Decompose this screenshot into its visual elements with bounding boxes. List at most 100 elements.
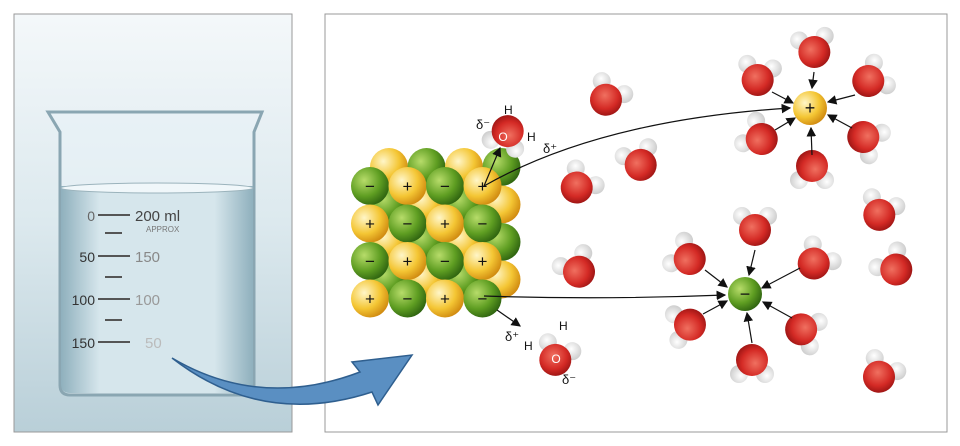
oxygen-atom: [741, 63, 774, 96]
lattice-cation: +: [351, 204, 389, 243]
water-molecule: [790, 26, 834, 68]
bottom-h2: H: [559, 319, 568, 333]
lattice-cation: +: [463, 242, 502, 280]
water-molecule: [785, 312, 828, 356]
lattice-anion: −: [388, 279, 427, 318]
water-molecule: [614, 138, 658, 181]
lattice-cation: +: [351, 279, 389, 318]
water-molecule: [738, 54, 782, 96]
ion-sign: −: [440, 177, 450, 196]
water-molecule: [560, 159, 605, 204]
lattice-anion: −: [351, 242, 389, 280]
top-h1: H: [504, 103, 513, 117]
oxygen-atom: [739, 214, 771, 246]
hydration-arrow: [826, 114, 853, 129]
top-h2: H: [527, 130, 536, 144]
water-molecule: [847, 121, 891, 165]
scale-right-150: 150: [135, 249, 160, 266]
ion-sign: +: [403, 252, 413, 271]
scale-right-50: 50: [145, 335, 162, 352]
water-attraction-arrow: [496, 309, 521, 327]
water-molecule: [481, 115, 525, 158]
hydration-arrow: [808, 71, 818, 90]
oxygen-atom: [673, 243, 706, 275]
ion-sign: +: [478, 252, 488, 271]
water-molecule: [538, 333, 582, 376]
water-molecule: [868, 241, 913, 286]
hydration-arrow: [743, 311, 754, 344]
cation-sphere: [793, 91, 827, 125]
bottom-delta-plus: δ⁺: [505, 329, 519, 344]
lattice-cation: +: [426, 204, 464, 243]
lattice-anion: −: [463, 279, 502, 318]
top-o: O: [498, 130, 507, 144]
oxygen-atom: [847, 121, 880, 153]
top-water-labels: δ⁻ H O H δ⁺: [476, 103, 557, 156]
water-attraction-arrow: [483, 146, 502, 187]
lattice-cation: +: [388, 242, 427, 280]
lattice-cation: +: [426, 279, 464, 318]
ion-sign: +: [365, 215, 375, 234]
ion-sign: +: [440, 215, 450, 234]
scale-left-50: 50: [79, 249, 95, 265]
zoom-in-arrow: [171, 354, 414, 407]
hydration-arrow: [771, 91, 795, 104]
hydration-arrow: [704, 269, 728, 288]
ion-sign: +: [440, 290, 450, 309]
water-molecule: [662, 231, 706, 275]
top-delta-plus: δ⁺: [543, 141, 557, 156]
hydration-arrow: [826, 94, 856, 105]
anion-sign: −: [740, 284, 751, 304]
dissolved-anion: −: [728, 277, 762, 311]
ionic-lattice: − + − + + − + − − + − + + − + −: [351, 148, 521, 318]
top-delta-minus: δ⁻: [476, 117, 490, 132]
beaker-photo-panel: 0 50 100 150 200 ml APPROX 150 100 50: [13, 13, 293, 433]
attraction-arrows: [483, 71, 856, 344]
oxygen-atom: [736, 344, 768, 376]
oxygen-atom: [863, 360, 895, 393]
bottom-delta-minus: δ⁻: [562, 372, 576, 387]
hydration-arrow: [806, 126, 817, 156]
oxygen-atom: [852, 65, 885, 97]
water-molecule: [730, 344, 774, 383]
ion-sign: +: [403, 177, 413, 196]
hydration-arrow: [702, 300, 729, 315]
scale-left-150: 150: [72, 335, 96, 351]
oxygen-atom: [563, 255, 595, 288]
water-molecule: [790, 150, 834, 189]
ion-sign: +: [478, 177, 488, 196]
anion-sphere: [728, 277, 762, 311]
scale-left-0: 0: [87, 208, 95, 224]
dissolved-cation: +: [793, 91, 827, 125]
water-molecule: [590, 72, 634, 116]
oxygen-atom: [590, 83, 622, 116]
lattice-anion: −: [351, 167, 389, 205]
water-molecule: [664, 305, 706, 349]
bottom-o: O: [551, 352, 560, 366]
ion-sign: +: [365, 290, 375, 309]
anion-path-arrow: [483, 290, 727, 301]
oxygen-atom: [796, 150, 828, 182]
lattice-anion: −: [426, 167, 464, 205]
ion-sign: −: [478, 215, 488, 234]
bottom-h1: H: [524, 339, 533, 353]
lattice-anion: −: [426, 242, 464, 280]
bottom-water-labels: δ⁺ H H O δ⁻: [505, 319, 576, 387]
water-molecule: [797, 235, 842, 280]
oxygen-atom: [673, 308, 706, 341]
water-molecule: [863, 349, 907, 393]
lattice-cation: +: [388, 167, 427, 205]
water-molecule: [852, 53, 896, 97]
scale-right-100: 100: [135, 292, 160, 309]
oxygen-atom: [785, 313, 818, 346]
oxygen-atom: [560, 171, 593, 204]
oxygen-atom: [539, 343, 572, 376]
lattice-anion: −: [463, 204, 502, 243]
hydration-arrow: [746, 249, 756, 277]
scale-left-100: 100: [72, 292, 96, 308]
ion-sign: −: [478, 290, 488, 309]
oxygen-atom: [491, 115, 524, 148]
water-molecule: [551, 244, 595, 288]
oxygen-atom: [863, 198, 896, 231]
